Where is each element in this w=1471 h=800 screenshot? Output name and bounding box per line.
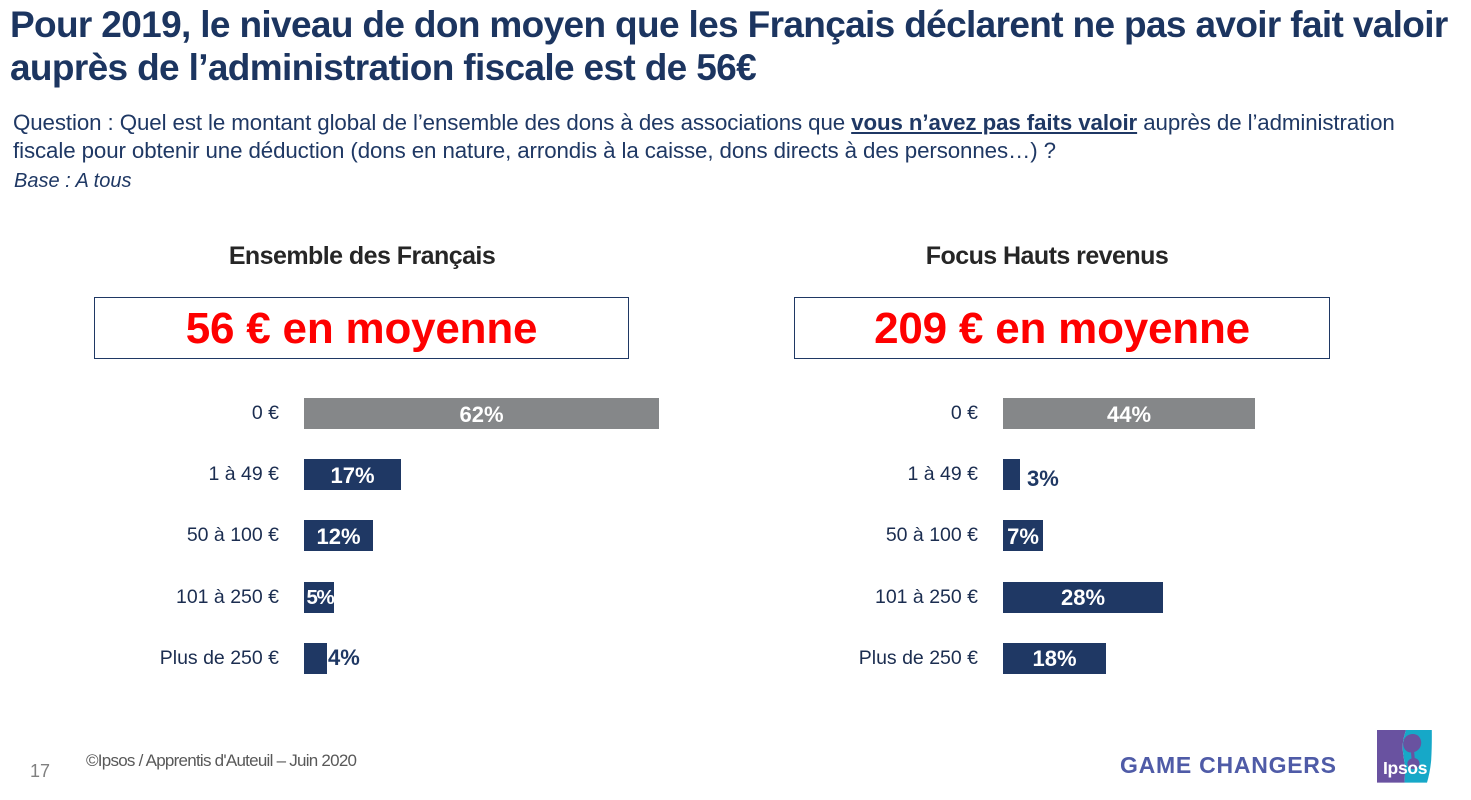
svg-text:Ipsos: Ipsos bbox=[1383, 758, 1428, 778]
